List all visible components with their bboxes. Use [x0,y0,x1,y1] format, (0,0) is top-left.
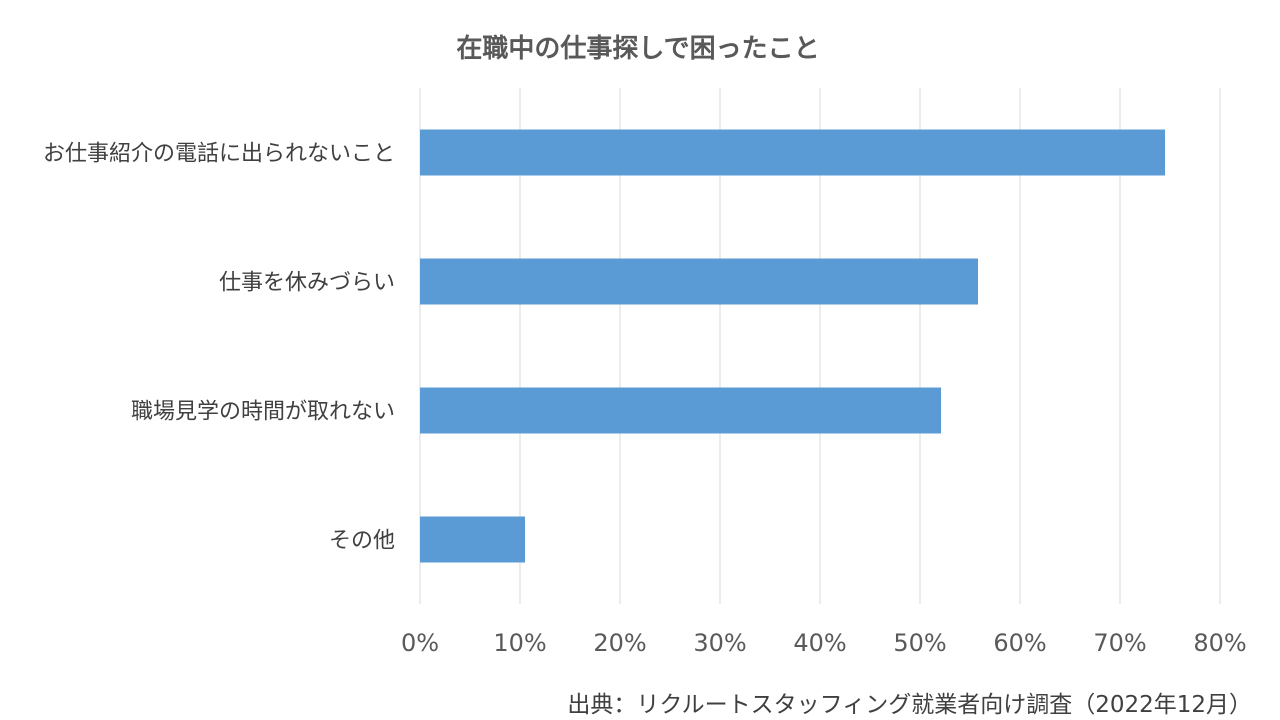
x-tick-label: 50% [893,629,946,657]
x-tick-labels: 0% 10% 20% 30% 40% 50% 60% 70% 80% [401,629,1247,657]
x-tick-label: 80% [1193,629,1246,657]
x-tick-label: 10% [493,629,546,657]
category-label: その他 [329,529,395,554]
category-label: お仕事紹介の電話に出られないこと [43,142,395,167]
bar [420,387,941,434]
x-tick-label: 70% [1093,629,1146,657]
chart-title: 在職中の仕事探しで困ったこと [456,34,820,64]
category-label: 仕事を休みづらい [219,271,395,296]
bars [420,129,1165,563]
x-tick-label: 40% [793,629,846,657]
x-tick-label: 20% [593,629,646,657]
x-tick-label: 0% [401,629,439,657]
source-note: 出典：リクルートスタッフィング就業者向け調査（2022年12月） [567,692,1252,718]
x-tick-label: 60% [993,629,1046,657]
bar [420,516,525,563]
bar [420,258,978,305]
category-label: 職場見学の時間が取れない [131,400,395,425]
bar [420,129,1165,176]
x-tick-label: 30% [693,629,746,657]
